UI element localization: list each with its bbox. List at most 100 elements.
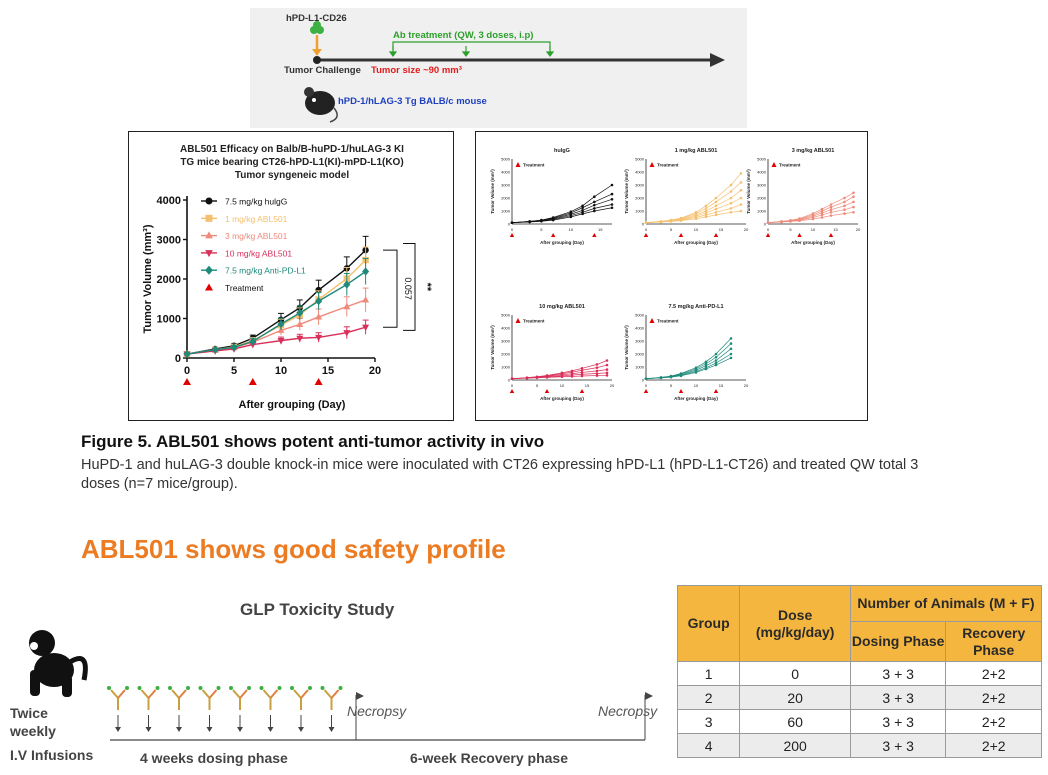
data-point [829, 214, 833, 217]
y-tick-label: 2000 [501, 352, 511, 357]
individual-curve [511, 198, 613, 224]
monkey-icon [29, 630, 88, 697]
y-tick-label: 1000 [501, 209, 511, 214]
data-point [729, 347, 733, 351]
y-tick-label: 5000 [635, 313, 645, 318]
toxicity-timeline: Twice weekly I.V Infusions 4 weeks dosin… [9, 630, 658, 766]
treatment-marker [643, 233, 649, 237]
data-point [739, 196, 743, 200]
y-tick-label: 2000 [635, 352, 645, 357]
y-tick-label: 2000 [635, 196, 645, 201]
data-point [610, 192, 614, 196]
x-tick-label: 5 [536, 383, 539, 388]
table-subheader-row: Dosing Phase Recovery Phase [678, 621, 1042, 662]
x-tick-label: 5 [231, 365, 237, 377]
data-point [605, 374, 609, 377]
x-tick-label: 10 [569, 227, 574, 232]
data-point [739, 188, 743, 192]
iv-infusions-label: I.V Infusions [10, 747, 93, 763]
data-point [729, 352, 733, 356]
data-point [704, 213, 708, 217]
individual-curves-panel: hulgG 0 1000 2000 3000 4000 5000 0 5 10 15 After gr… [475, 131, 868, 421]
data-point [820, 211, 824, 215]
small-chart-2: 3 mg/kg ABL501 0 1000 2000 3000 4000 5000 0 5 10 1… [746, 148, 861, 245]
dose-arrowhead [298, 727, 304, 732]
dose-cell: 60 [739, 709, 851, 734]
data-point [644, 221, 648, 224]
data-point [343, 330, 351, 337]
y-axis-label: Tumor Volume (mm³) [490, 169, 495, 214]
data-point [610, 198, 614, 201]
legend-label: Treatment [657, 163, 679, 168]
antibody-icon [229, 686, 251, 710]
data-point [581, 212, 584, 216]
legend-label: Treatment [225, 283, 264, 293]
data-point [593, 200, 596, 204]
x-axis-label: After grouping (Day) [674, 240, 718, 245]
data-point [714, 200, 718, 204]
data-point [593, 209, 596, 213]
dose-arrowhead [115, 727, 121, 732]
legend-label: 7.5 mg/kg Anti-PD-L1 [225, 266, 306, 276]
dose-arrowhead [206, 727, 213, 732]
y-tick-label: 1000 [757, 209, 767, 214]
treatment-marker [713, 389, 719, 393]
chart-title: TG mice bearing CT26-hPD-L1(KI)-mPD-L1(K… [180, 157, 403, 168]
data-point [729, 342, 733, 345]
data-point [605, 368, 609, 371]
data-point [315, 313, 323, 320]
data-point [510, 377, 514, 380]
chart-title: ABL501 Efficacy on Balb/B-huPD-1/huLAG-3… [180, 144, 404, 155]
recovery-phase-header: Recovery Phase [945, 621, 1042, 662]
data-point [343, 280, 351, 289]
data-point [593, 207, 596, 210]
y-axis-label: Tumor Volume (mm³) [624, 169, 629, 214]
x-tick-label: 10 [275, 365, 287, 377]
data-point [580, 371, 584, 374]
significance-label: ** [421, 283, 433, 292]
legend-marker [205, 265, 213, 275]
weekly-label: weekly [9, 723, 56, 739]
series-4 [183, 257, 370, 359]
data-point [739, 203, 743, 206]
data-point [852, 211, 855, 214]
data-point [704, 360, 708, 364]
legend-marker [515, 162, 521, 167]
treatment-marker [550, 233, 556, 237]
data-point [560, 375, 564, 379]
x-axis-label: After grouping (Day) [791, 240, 835, 245]
legend-marker [771, 162, 777, 167]
data-point [704, 367, 708, 371]
recovery-cell: 2+2 [945, 709, 1042, 734]
data-point [694, 217, 698, 221]
data-point [739, 181, 743, 184]
y-tick-label: 4000 [635, 326, 645, 331]
y-tick-label: 1000 [635, 365, 645, 370]
x-tick-label: 15 [719, 383, 724, 388]
x-tick-label: 10 [811, 227, 816, 232]
data-point [315, 286, 322, 294]
data-point [704, 209, 708, 213]
individual-curve [511, 184, 613, 224]
y-axis-label: Tumor Volume (mm³) [746, 169, 751, 214]
data-point [729, 211, 733, 214]
data-point [605, 359, 609, 362]
x-tick-label: 5 [670, 227, 673, 232]
y-tick-label: 4000 [501, 326, 511, 331]
data-point [605, 371, 609, 375]
data-point [315, 296, 323, 306]
data-point [580, 374, 584, 378]
significance-bracket [403, 242, 416, 331]
data-point [545, 376, 549, 379]
treatment-marker [678, 389, 684, 393]
legend-marker [205, 250, 213, 258]
data-point [525, 376, 529, 380]
data-point [296, 335, 304, 343]
small-chart-title: 1 mg/kg ABL501 [675, 148, 718, 154]
y-tick-label: 0 [764, 222, 767, 227]
data-point [595, 366, 599, 369]
data-point [296, 320, 304, 327]
legend-label: 10 mg/kg ABL501 [225, 248, 292, 258]
x-axis-label: After grouping (Day) [674, 396, 718, 401]
